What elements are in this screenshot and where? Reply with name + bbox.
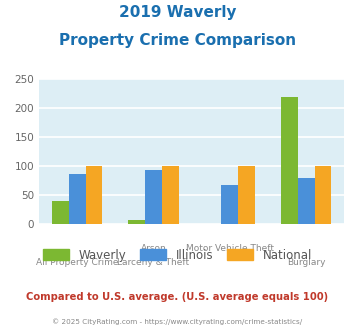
Bar — [162, 166, 179, 224]
Text: 2019 Waverly: 2019 Waverly — [119, 5, 236, 20]
Text: Compared to U.S. average. (U.S. average equals 100): Compared to U.S. average. (U.S. average … — [26, 292, 329, 302]
Bar — [69, 174, 86, 224]
Text: © 2025 CityRating.com - https://www.cityrating.com/crime-statistics/: © 2025 CityRating.com - https://www.city… — [53, 318, 302, 325]
Text: Property Crime Comparison: Property Crime Comparison — [59, 33, 296, 48]
Bar — [281, 97, 298, 224]
Bar — [315, 166, 331, 224]
Bar — [129, 220, 145, 224]
Text: Larceny & Theft: Larceny & Theft — [118, 258, 190, 267]
Bar — [222, 185, 238, 224]
Bar — [145, 170, 162, 224]
Text: Burglary: Burglary — [287, 258, 326, 267]
Text: All Property Crime: All Property Crime — [36, 258, 119, 267]
Bar — [86, 166, 102, 224]
Bar — [52, 201, 69, 224]
Bar — [298, 178, 315, 224]
Text: Motor Vehicle Theft: Motor Vehicle Theft — [186, 244, 274, 253]
Bar — [238, 166, 255, 224]
Legend: Waverly, Illinois, National: Waverly, Illinois, National — [38, 244, 317, 266]
Text: Arson: Arson — [141, 244, 166, 253]
